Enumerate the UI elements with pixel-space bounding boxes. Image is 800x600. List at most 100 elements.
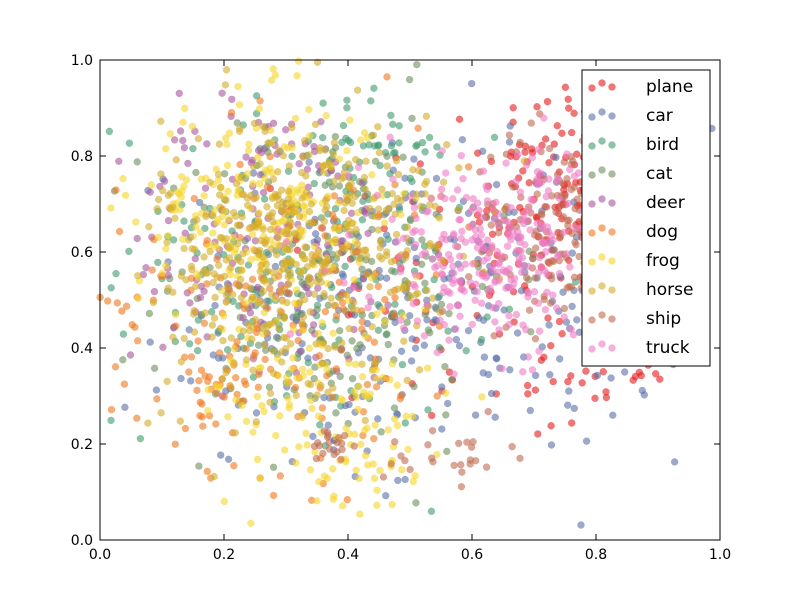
data-point-truck: [440, 321, 449, 329]
data-point-deer: [364, 229, 372, 238]
data-point-frog: [306, 368, 314, 376]
data-point-truck: [475, 238, 483, 246]
legend-item-frog: frog: [588, 251, 680, 271]
data-point-horse: [286, 268, 294, 277]
data-point-frog: [299, 326, 307, 335]
data-point-frog: [313, 497, 321, 505]
data-point-dog: [187, 286, 195, 294]
data-point-frog: [338, 502, 347, 510]
data-point-ship: [570, 183, 578, 191]
data-point-truck: [473, 199, 482, 207]
data-point-cat: [421, 279, 429, 287]
data-point-ship: [528, 254, 537, 263]
data-point-truck: [477, 299, 486, 307]
data-point-truck: [520, 219, 528, 228]
data-point-horse: [368, 322, 376, 331]
data-point-truck: [563, 150, 571, 158]
data-point-truck: [395, 252, 404, 261]
data-point-frog: [260, 407, 268, 416]
data-point-truck: [436, 316, 444, 324]
data-point-deer: [115, 157, 123, 166]
data-point-bird: [136, 434, 145, 443]
data-point-truck: [389, 175, 397, 183]
data-point-horse: [252, 417, 261, 426]
data-point-horse: [257, 261, 265, 270]
data-point-frog: [256, 363, 265, 372]
data-point-frog: [222, 298, 231, 306]
legend: plane car bird cat deer dog frog horse ship truck: [581, 69, 711, 367]
data-point-ship: [490, 332, 498, 340]
data-point-car: [555, 355, 564, 363]
data-point-truck: [566, 263, 574, 271]
data-point-dog: [242, 345, 250, 353]
data-point-truck: [529, 196, 537, 205]
data-point-deer: [159, 343, 167, 352]
data-point-dog: [231, 373, 240, 382]
data-point-frog: [209, 229, 217, 237]
data-point-truck: [528, 153, 537, 162]
data-point-horse: [310, 290, 319, 298]
x-tick-label: 0.0: [89, 547, 111, 563]
data-point-dog: [358, 325, 366, 333]
data-point-frog: [242, 417, 251, 426]
data-point-car: [412, 254, 420, 263]
data-point-frog: [245, 140, 253, 148]
data-point-truck: [468, 320, 476, 329]
data-point-cat: [383, 330, 391, 338]
ticks-layer: 0.0 0.2 0.4 0.6 0.8 1.0 0.0 0.2 0.4 0.6 0.8 1.0: [71, 53, 731, 563]
data-point-horse: [423, 286, 431, 295]
data-point-frog: [357, 440, 365, 449]
data-point-truck: [495, 326, 503, 334]
data-point-frog: [350, 276, 358, 284]
data-point-frog: [408, 412, 417, 421]
data-point-car: [670, 458, 679, 466]
data-point-frog: [378, 305, 387, 314]
data-point-truck: [411, 270, 420, 279]
data-point-frog: [359, 388, 368, 397]
data-point-horse: [443, 140, 451, 149]
data-point-truck: [494, 221, 503, 230]
data-point-deer: [269, 119, 278, 128]
data-point-frog: [323, 280, 332, 288]
data-point-car: [552, 153, 560, 162]
data-point-horse: [431, 202, 439, 211]
data-point-truck: [512, 177, 520, 186]
data-point-frog: [364, 461, 372, 469]
data-point-frog: [274, 241, 283, 250]
data-point-frog: [256, 474, 265, 482]
data-point-truck: [412, 214, 420, 223]
data-point-horse: [300, 136, 309, 145]
data-point-car: [480, 353, 489, 361]
data-point-cat: [408, 114, 416, 123]
data-point-truck: [537, 169, 545, 178]
data-point-frog: [164, 231, 172, 240]
data-point-horse: [369, 131, 378, 139]
data-point-horse: [286, 339, 295, 348]
data-point-frog: [435, 214, 444, 223]
data-point-horse: [397, 196, 406, 205]
data-point-dog: [148, 266, 156, 274]
data-point-frog: [354, 405, 362, 414]
data-point-truck: [475, 206, 483, 215]
data-point-horse: [216, 203, 224, 211]
data-point-truck: [571, 224, 579, 233]
data-point-car: [478, 147, 487, 156]
data-point-frog: [213, 243, 221, 252]
data-point-horse: [336, 294, 344, 302]
data-point-frog: [260, 308, 269, 317]
data-point-frog: [255, 104, 264, 113]
data-point-cat: [413, 60, 421, 69]
data-point-truck: [469, 194, 477, 203]
data-point-frog: [335, 155, 344, 163]
data-point-horse: [329, 384, 337, 392]
data-point-horse: [284, 280, 292, 289]
data-point-horse: [256, 267, 264, 276]
data-point-frog: [234, 82, 242, 91]
data-point-horse: [263, 329, 271, 338]
data-point-horse: [228, 290, 237, 299]
data-point-ship: [508, 442, 516, 451]
data-point-car: [559, 288, 567, 296]
data-point-bird: [180, 217, 188, 225]
data-point-horse: [206, 178, 214, 187]
data-point-horse: [215, 140, 224, 148]
